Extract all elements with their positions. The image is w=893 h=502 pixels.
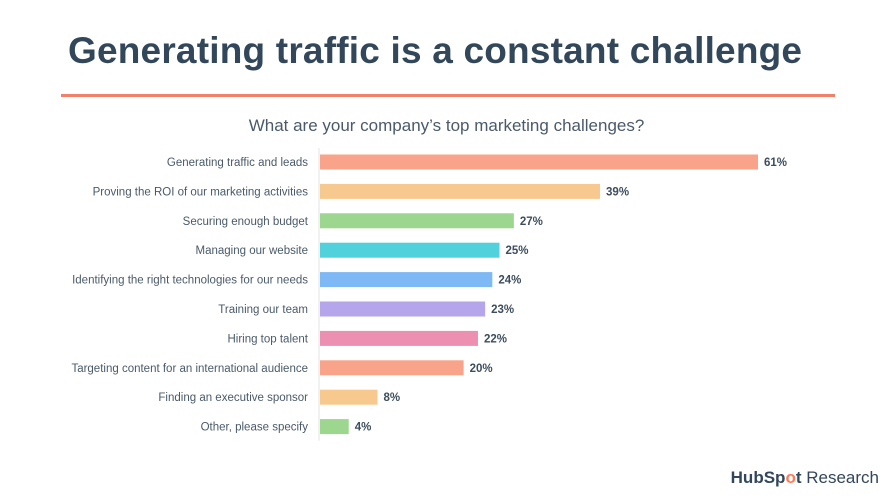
- brand-research-text: Research: [806, 468, 879, 487]
- title-divider: [61, 94, 835, 97]
- category-label: Proving the ROI of our marketing activit…: [93, 186, 309, 198]
- category-label: Training our team: [218, 304, 308, 316]
- brand-hub-text: HubSp: [730, 468, 786, 487]
- category-label: Managing our website: [195, 245, 308, 257]
- bar-value-label: 27%: [520, 216, 543, 228]
- brand-t-text: t: [795, 468, 802, 487]
- category-label: Identifying the right technologies for o…: [72, 275, 308, 287]
- bar: [320, 242, 500, 258]
- hubspot-research-logo: HubSpot Research: [731, 468, 879, 488]
- bar-value-label: 4%: [355, 422, 372, 434]
- bar: [320, 389, 378, 405]
- bar-value-label: 39%: [606, 186, 629, 198]
- bar: [320, 272, 493, 288]
- bar-value-label: 20%: [470, 363, 493, 375]
- bar-value-label: 25%: [506, 245, 529, 257]
- bar-value-label: 23%: [491, 304, 514, 316]
- bar: [320, 419, 349, 435]
- bar-value-label: 8%: [383, 392, 400, 404]
- bar-value-label: 24%: [498, 275, 521, 287]
- sprocket-icon: o: [785, 468, 796, 487]
- bar: [320, 360, 464, 376]
- bar-value-label: 22%: [484, 333, 507, 345]
- bar: [320, 183, 601, 199]
- bar: [320, 213, 514, 229]
- slide-title: Generating traffic is a constant challen…: [68, 30, 803, 71]
- bar: [320, 154, 758, 170]
- category-label: Other, please specify: [201, 422, 309, 434]
- category-label: Securing enough budget: [183, 216, 309, 228]
- bar: [320, 301, 486, 317]
- category-label: Generating traffic and leads: [167, 157, 308, 169]
- category-label: Hiring top talent: [227, 333, 308, 345]
- chart-title: What are your company’s top marketing ch…: [248, 116, 645, 135]
- bar: [320, 330, 478, 346]
- category-label: Targeting content for an international a…: [71, 363, 308, 375]
- category-label: Finding an executive sponsor: [158, 392, 308, 404]
- bar-value-label: 61%: [764, 157, 787, 169]
